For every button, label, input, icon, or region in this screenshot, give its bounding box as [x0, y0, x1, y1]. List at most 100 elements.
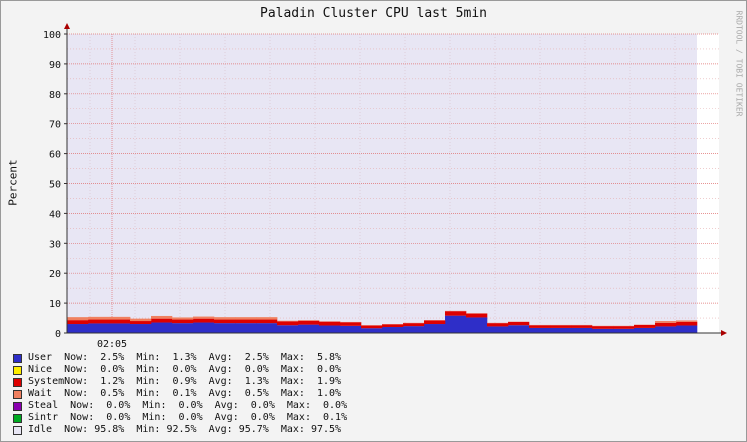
y-tick-label: 20 — [49, 269, 61, 280]
area-wait-segment — [67, 317, 89, 321]
legend-item: SystemNow: 1.2% Min: 0.9% Avg: 1.3% Max:… — [13, 376, 347, 388]
area-system-segment — [340, 322, 362, 326]
legend: User Now: 2.5% Min: 1.3% Avg: 2.5% Max: … — [13, 352, 347, 436]
legend-item: User Now: 2.5% Min: 1.3% Avg: 2.5% Max: … — [13, 352, 347, 364]
area-wait-segment — [193, 316, 215, 319]
area-system-segment — [88, 319, 110, 324]
area-system-segment — [634, 324, 656, 328]
area-system-segment — [592, 326, 614, 329]
area-user-segment — [445, 315, 467, 333]
area-user-segment — [256, 323, 278, 333]
area-user-segment — [67, 324, 89, 333]
area-system-segment — [193, 318, 215, 323]
chart-title: Paladin Cluster CPU last 5min — [260, 6, 487, 21]
legend-text: SystemNow: 1.2% Min: 0.9% Avg: 1.3% Max:… — [28, 376, 342, 387]
area-user-segment — [88, 323, 110, 333]
area-wait-segment — [298, 320, 320, 321]
area-user-segment — [382, 327, 404, 333]
legend-item: Steal Now: 0.0% Min: 0.0% Avg: 0.0% Max:… — [13, 400, 347, 412]
area-user-segment — [172, 323, 194, 333]
area-system-segment — [67, 320, 89, 325]
y-tick-label: 40 — [49, 209, 61, 220]
area-system-segment — [256, 319, 278, 324]
area-wait-segment — [676, 320, 698, 322]
area-user-segment — [193, 322, 215, 333]
area-wait-segment — [256, 317, 278, 320]
area-user-segment — [655, 326, 677, 333]
area-user-segment — [130, 324, 152, 333]
legend-text: Steal Now: 0.0% Min: 0.0% Avg: 0.0% Max:… — [28, 400, 348, 411]
legend-text: Sintr Now: 0.0% Min: 0.0% Avg: 0.0% Max:… — [28, 412, 348, 423]
area-user-segment — [592, 328, 614, 333]
area-wait-segment — [130, 318, 152, 322]
area-system-segment — [508, 321, 530, 326]
area-system-segment — [235, 319, 257, 324]
y-tick-label: 80 — [49, 90, 61, 101]
area-wait-segment — [109, 316, 131, 320]
area-system-segment — [151, 318, 173, 323]
area-user-segment — [361, 328, 383, 333]
area-system-segment — [445, 311, 467, 316]
y-tick-label: 10 — [49, 299, 61, 310]
area-user-segment — [529, 327, 551, 333]
legend-swatch — [13, 425, 22, 435]
area-user-segment — [466, 317, 488, 333]
area-system-segment — [109, 319, 131, 324]
area-wait-segment — [151, 315, 173, 319]
legend-swatch — [13, 389, 22, 399]
area-system-segment — [277, 321, 299, 326]
area-system-segment — [172, 319, 194, 324]
area-user-segment — [508, 325, 530, 333]
y-tick-label: 70 — [49, 120, 61, 131]
legend-swatch — [13, 401, 22, 411]
area-system-segment — [466, 313, 488, 318]
legend-swatch — [13, 377, 22, 387]
area-user-segment — [319, 325, 341, 333]
area-user-segment — [487, 326, 509, 333]
legend-swatch — [13, 353, 22, 363]
area-system-segment — [319, 321, 341, 326]
area-user-segment — [403, 326, 425, 333]
legend-item: Idle Now: 95.8% Min: 92.5% Avg: 95.7% Ma… — [13, 424, 347, 436]
area-user-segment — [298, 324, 320, 333]
area-system-segment — [571, 325, 593, 328]
area-user-segment — [214, 323, 236, 333]
area-user-segment — [277, 325, 299, 333]
area-user-segment — [634, 327, 656, 333]
area-wait-segment — [235, 317, 257, 320]
y-tick-label: 50 — [49, 180, 61, 191]
area-wait-segment — [88, 316, 110, 320]
x-axis-arrow — [721, 330, 727, 336]
area-system-segment — [298, 320, 320, 325]
legend-item: Nice Now: 0.0% Min: 0.0% Avg: 0.0% Max: … — [13, 364, 347, 376]
area-user-segment — [109, 323, 131, 333]
area-user-segment — [340, 325, 362, 333]
area-wait-segment — [277, 320, 299, 322]
y-axis-arrow — [64, 23, 70, 29]
area-user-segment — [550, 327, 572, 333]
legend-swatch — [13, 365, 22, 375]
y-tick-label: 100 — [43, 30, 61, 41]
area-system-segment — [655, 322, 677, 327]
area-system-segment — [382, 324, 404, 328]
x-tick-label: 02:05 — [97, 339, 127, 350]
legend-text: User Now: 2.5% Min: 1.3% Avg: 2.5% Max: … — [28, 352, 342, 363]
area-system-segment — [361, 325, 383, 329]
area-system-segment — [214, 319, 236, 324]
area-user-segment — [151, 322, 173, 333]
area-wait-segment — [172, 317, 194, 320]
legend-item: Sintr Now: 0.0% Min: 0.0% Avg: 0.0% Max:… — [13, 412, 347, 424]
legend-text: Nice Now: 0.0% Min: 0.0% Avg: 0.0% Max: … — [28, 364, 342, 375]
area-system-segment — [424, 320, 446, 325]
area-system-segment — [130, 321, 152, 325]
area-system-segment — [487, 323, 509, 327]
area-system-segment — [613, 326, 635, 329]
legend-swatch — [13, 413, 22, 423]
legend-text: Wait Now: 0.5% Min: 0.1% Avg: 0.5% Max: … — [28, 388, 342, 399]
area-user-segment — [571, 327, 593, 333]
area-user-segment — [613, 328, 635, 333]
y-tick-label: 30 — [49, 239, 61, 250]
legend-item: Wait Now: 0.5% Min: 0.1% Avg: 0.5% Max: … — [13, 388, 347, 400]
y-tick-label: 90 — [49, 60, 61, 71]
